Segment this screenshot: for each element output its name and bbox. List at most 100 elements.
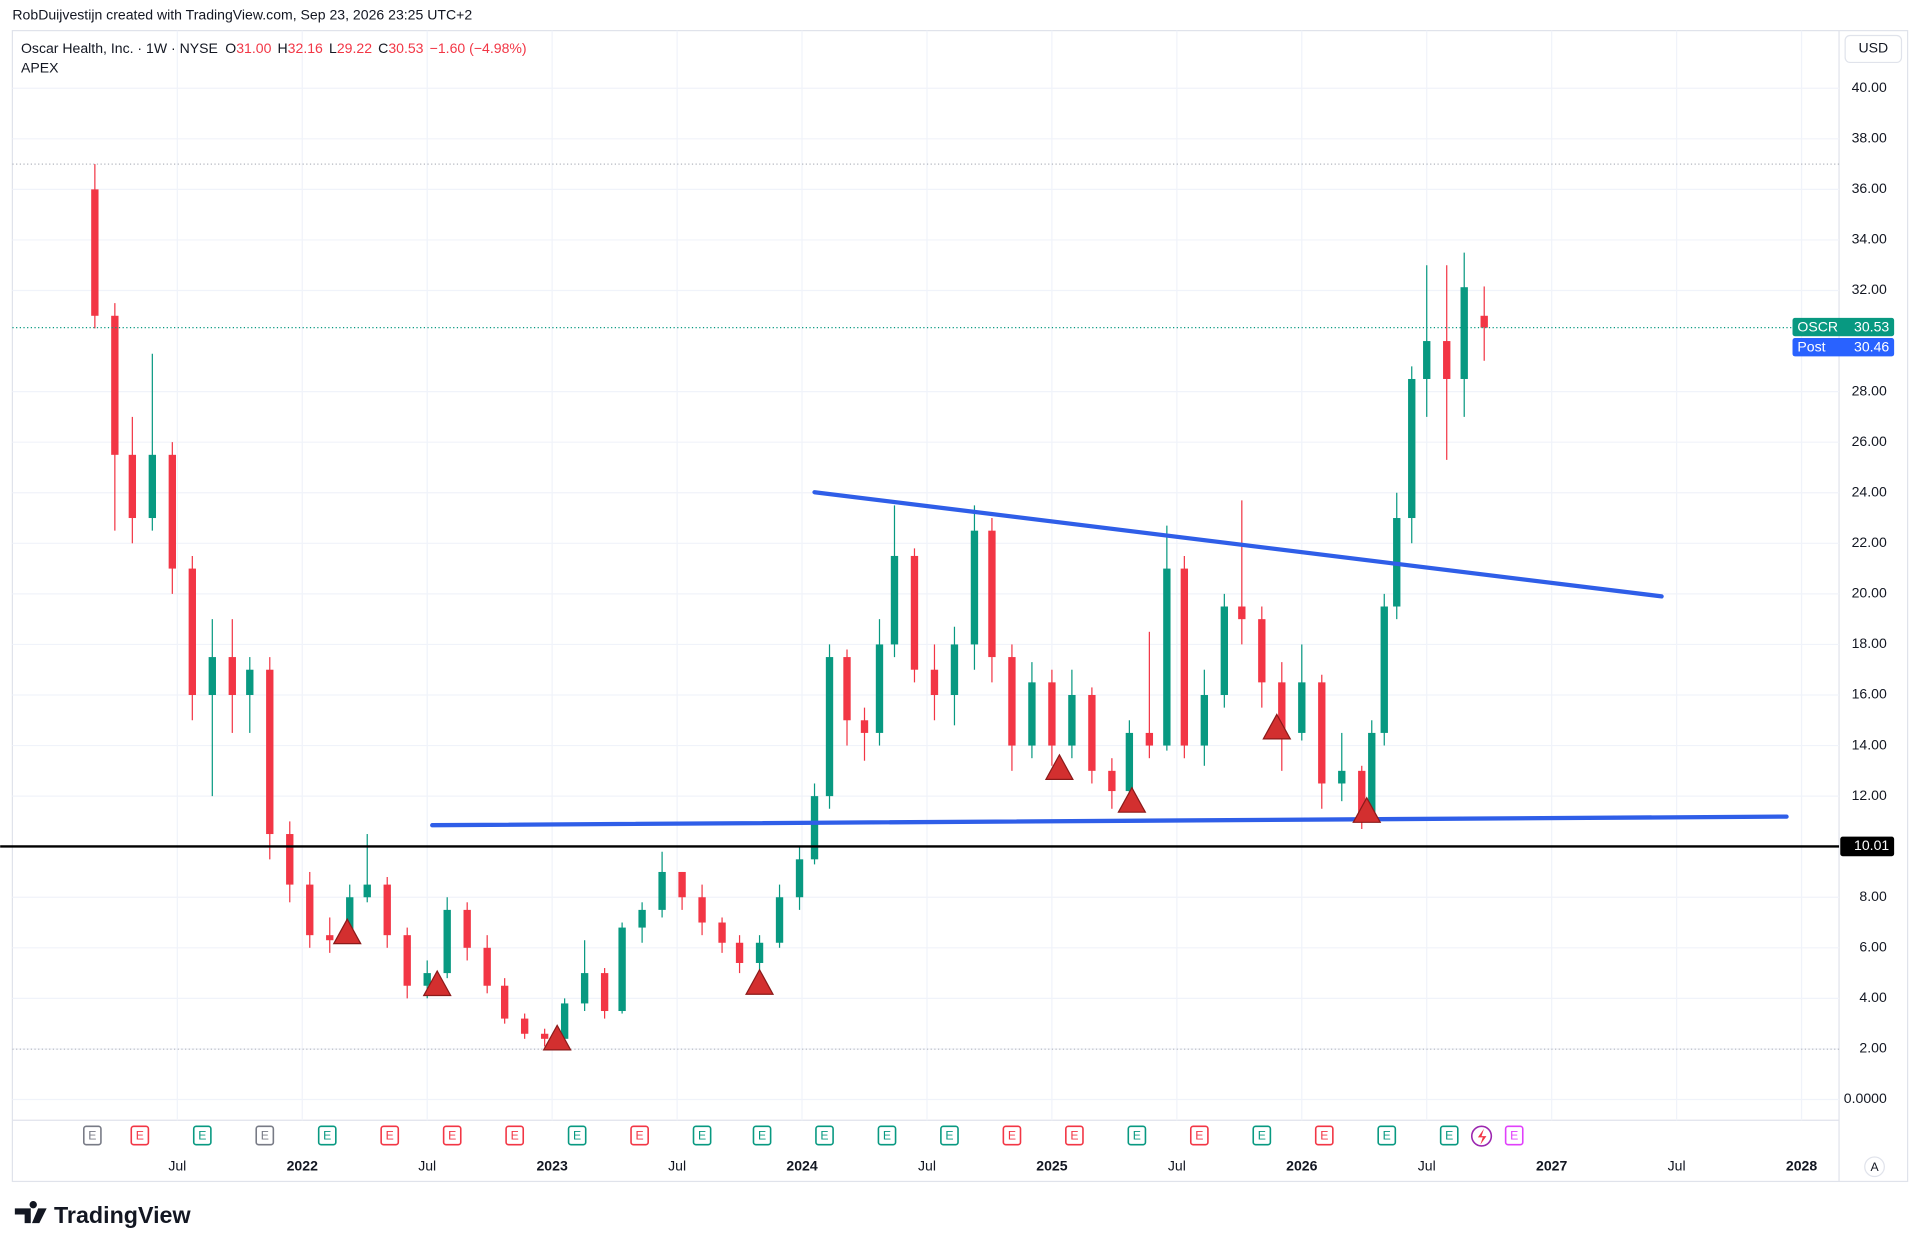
- legend-value: 32.16: [288, 40, 323, 56]
- signal-triangle: [1262, 713, 1292, 740]
- earnings-label: E: [323, 1128, 331, 1142]
- earnings-icon[interactable]: [1439, 1125, 1459, 1146]
- candle-body: [795, 859, 804, 898]
- earnings-icon[interactable]: [940, 1125, 959, 1146]
- earnings-icon[interactable]: [130, 1125, 150, 1146]
- earnings-icon[interactable]: [1314, 1125, 1334, 1146]
- candle-body: [1423, 341, 1431, 379]
- earnings-icon[interactable]: [255, 1125, 275, 1146]
- earnings-label: E: [448, 1128, 456, 1142]
- candle-body: [1220, 606, 1229, 695]
- candle-body: [1380, 606, 1388, 733]
- y-tick-label: 28.00: [1852, 382, 1887, 398]
- candle-body: [326, 935, 334, 941]
- price-label-name: OSCR: [1797, 318, 1838, 334]
- earnings-icon[interactable]: [1252, 1125, 1272, 1146]
- currency[interactable]: USD: [1858, 40, 1888, 56]
- y-tick-label: 6.00: [1859, 939, 1887, 955]
- legend-key: L: [329, 40, 337, 56]
- earnings-label: E: [1383, 1128, 1391, 1142]
- earnings-icon[interactable]: [1377, 1125, 1397, 1146]
- legend-value: 29.22: [337, 40, 372, 56]
- x-tick-label: Jul: [168, 1157, 186, 1173]
- earnings-icon[interactable]: [877, 1125, 897, 1146]
- candle-body: [383, 884, 391, 936]
- candle-body: [1460, 287, 1468, 379]
- earnings-label: E: [1008, 1128, 1016, 1142]
- earnings-icon[interactable]: [442, 1125, 462, 1146]
- earnings-icon[interactable]: [567, 1125, 587, 1146]
- candle-body: [1278, 682, 1286, 733]
- signal-triangle: [745, 968, 775, 995]
- candle-body: [443, 909, 451, 974]
- earnings-icon[interactable]: [815, 1125, 834, 1146]
- x-tick-label: 2022: [287, 1157, 318, 1173]
- x-tick-label: 2027: [1536, 1157, 1567, 1173]
- legend-value: 30.53: [388, 40, 423, 56]
- candle-body: [188, 568, 196, 695]
- y-tick-label: 8.00: [1859, 888, 1887, 904]
- candle-body: [1028, 682, 1036, 746]
- earnings-icon[interactable]: [380, 1125, 400, 1146]
- legend-key: C: [378, 40, 388, 56]
- earnings-icon[interactable]: [692, 1125, 712, 1146]
- x-tick-label: 2023: [536, 1157, 567, 1173]
- candle-body: [860, 720, 869, 733]
- candle-body: [580, 973, 589, 1004]
- auto-scale-button[interactable]: [1864, 1156, 1885, 1178]
- candle-body: [1163, 568, 1171, 746]
- price-label-value: 30.46: [1854, 339, 1889, 355]
- candle-body: [463, 909, 471, 948]
- earnings-icon[interactable]: [1002, 1125, 1022, 1146]
- candle-body: [698, 897, 706, 923]
- signal-triangle: [422, 969, 452, 997]
- plot: [91, 164, 1488, 1047]
- earnings-label: E: [1133, 1128, 1141, 1142]
- price-label-box: [1792, 338, 1895, 357]
- earnings-icon[interactable]: [82, 1125, 102, 1146]
- legend-key: H: [278, 40, 288, 56]
- earnings-label: E: [88, 1128, 96, 1142]
- y-tick-label: 12.00: [1852, 787, 1887, 803]
- y-tick-label: 24.00: [1852, 483, 1887, 499]
- legend: Oscar Health, Inc. · 1W · NYSE O31.00 H32.…: [21, 40, 527, 56]
- y-tick-label: 4.00: [1859, 989, 1887, 1005]
- candle-body: [246, 669, 254, 695]
- candle-body: [1180, 568, 1189, 746]
- earnings-icon[interactable]: [1189, 1125, 1209, 1146]
- candle-body: [560, 1003, 569, 1039]
- earnings-label: E: [758, 1128, 766, 1142]
- signal-triangle: [542, 1024, 572, 1051]
- overlay: OSCR 30.53 Post 30.46 10.01 E E E E E E E E E E E E E E E E E…: [0, 317, 1895, 1147]
- y-tick-label: 2.00: [1859, 1040, 1887, 1056]
- x-tick-label: 2024: [786, 1157, 817, 1173]
- candle-body: [540, 1033, 549, 1039]
- candle-body: [500, 985, 509, 1019]
- earnings-icon[interactable]: [192, 1125, 212, 1146]
- auto-scale-label[interactable]: A: [1870, 1160, 1879, 1174]
- earnings-label: E: [136, 1128, 144, 1142]
- currency-button[interactable]: [1844, 34, 1903, 64]
- candle-body: [658, 871, 666, 910]
- candle-body: [1238, 606, 1246, 620]
- candle-body: [1008, 657, 1016, 746]
- earnings-label: E: [386, 1128, 394, 1142]
- earnings-label: E: [1070, 1128, 1078, 1142]
- earnings-label: E: [1445, 1128, 1453, 1142]
- earnings-label: E: [261, 1128, 269, 1142]
- earnings-icon[interactable]: [1504, 1125, 1524, 1146]
- earnings-label: E: [573, 1128, 581, 1142]
- earnings-icon[interactable]: [505, 1125, 525, 1146]
- indicator-name: APEX: [21, 59, 59, 75]
- candle-body: [128, 454, 137, 519]
- chart-frame: [11, 29, 1909, 1183]
- earnings-icon[interactable]: [1065, 1125, 1084, 1146]
- candle-body: [775, 897, 784, 943]
- earnings-icon[interactable]: [1127, 1125, 1147, 1146]
- earnings-icon[interactable]: [630, 1125, 649, 1146]
- earnings-icon[interactable]: [752, 1125, 772, 1146]
- earnings-icon[interactable]: [317, 1125, 337, 1146]
- signal-triangle: [332, 917, 362, 945]
- candle-body: [168, 454, 176, 569]
